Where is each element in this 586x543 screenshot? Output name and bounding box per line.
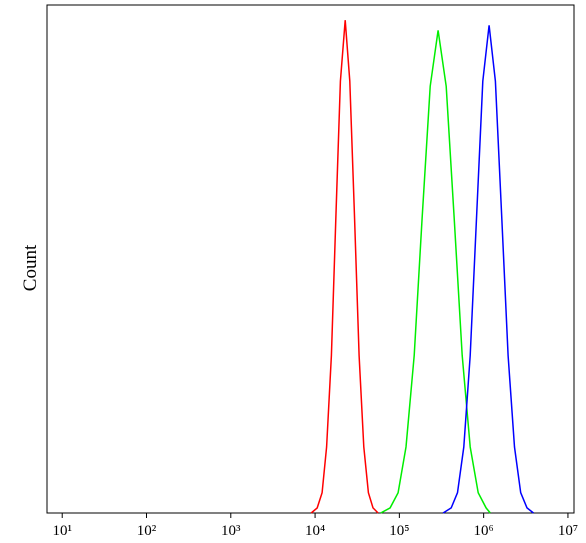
histogram-line xyxy=(310,20,379,514)
plot-frame xyxy=(46,4,575,514)
x-tick-label: 10¹ xyxy=(52,523,72,539)
histogram-line xyxy=(380,30,491,514)
histogram-line xyxy=(442,25,534,514)
y-axis-label: Count xyxy=(20,244,41,291)
x-tick-label: 10⁷ xyxy=(558,523,578,539)
x-tick-label: 10⁵ xyxy=(389,523,409,539)
x-tick-label: 10⁴ xyxy=(305,523,325,539)
x-tick-label: 10³ xyxy=(221,523,241,539)
x-tick-label: 10² xyxy=(137,523,157,539)
x-tick-label: 10⁶ xyxy=(474,523,494,539)
